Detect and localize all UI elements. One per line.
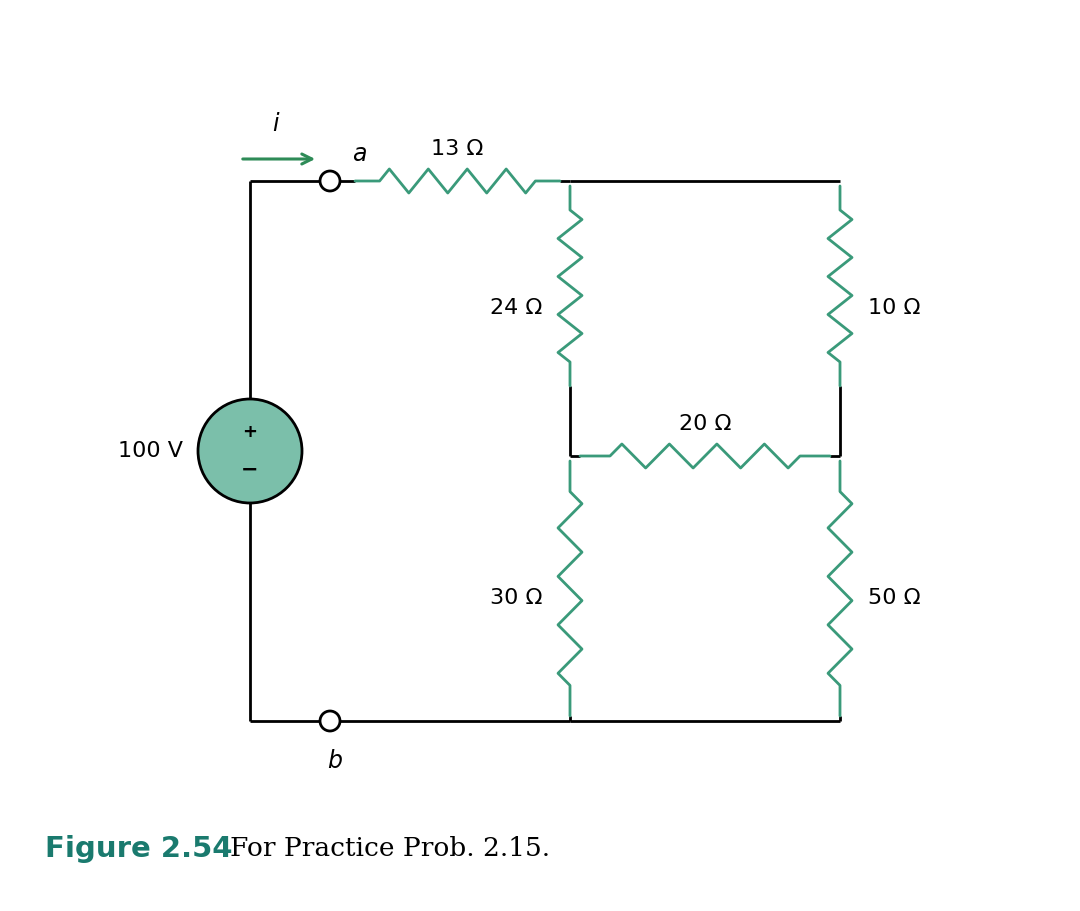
Circle shape (198, 399, 302, 503)
Text: i: i (272, 112, 279, 136)
Text: For Practice Prob. 2.15.: For Practice Prob. 2.15. (230, 836, 550, 862)
Text: 13 Ω: 13 Ω (431, 139, 484, 159)
Text: 100 V: 100 V (118, 441, 183, 461)
Text: 24 Ω: 24 Ω (489, 299, 542, 319)
Text: 30 Ω: 30 Ω (489, 589, 542, 609)
Text: b: b (327, 749, 342, 773)
Text: Figure 2.54: Figure 2.54 (45, 835, 232, 863)
Text: 20 Ω: 20 Ω (678, 414, 731, 434)
Text: +: + (243, 423, 257, 441)
Text: −: − (241, 460, 259, 480)
Text: 50 Ω: 50 Ω (868, 589, 920, 609)
Circle shape (320, 711, 340, 731)
Text: a: a (352, 142, 366, 166)
Text: 10 Ω: 10 Ω (868, 299, 920, 319)
Circle shape (320, 171, 340, 191)
